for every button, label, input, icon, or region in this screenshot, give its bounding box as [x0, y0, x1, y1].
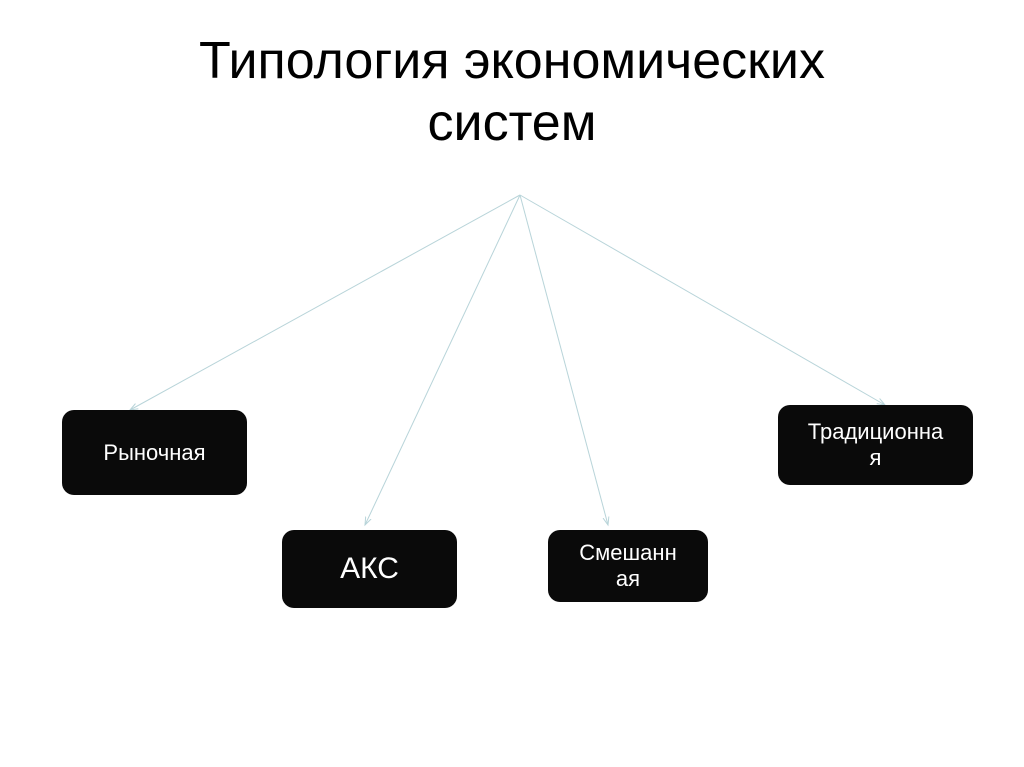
node-market: Рыночная: [62, 410, 247, 495]
title-line-2: систем: [428, 94, 597, 152]
node-label-mixed: Смешанн ая: [579, 540, 676, 592]
node-label-market: Рыночная: [103, 440, 205, 466]
title-line-1: Типология экономических: [199, 32, 825, 90]
arrow-2: [520, 195, 608, 525]
node-aks: АКС: [282, 530, 457, 608]
node-mixed: Смешанн ая: [548, 530, 708, 602]
node-label-traditional: Традиционна я: [808, 419, 943, 471]
arrow-3: [520, 195, 885, 405]
arrow-0: [130, 195, 520, 410]
node-traditional: Традиционна я: [778, 405, 973, 485]
diagram-title: Типология экономических систем: [0, 30, 1024, 155]
node-label-aks: АКС: [340, 552, 399, 586]
arrow-1: [365, 195, 520, 525]
